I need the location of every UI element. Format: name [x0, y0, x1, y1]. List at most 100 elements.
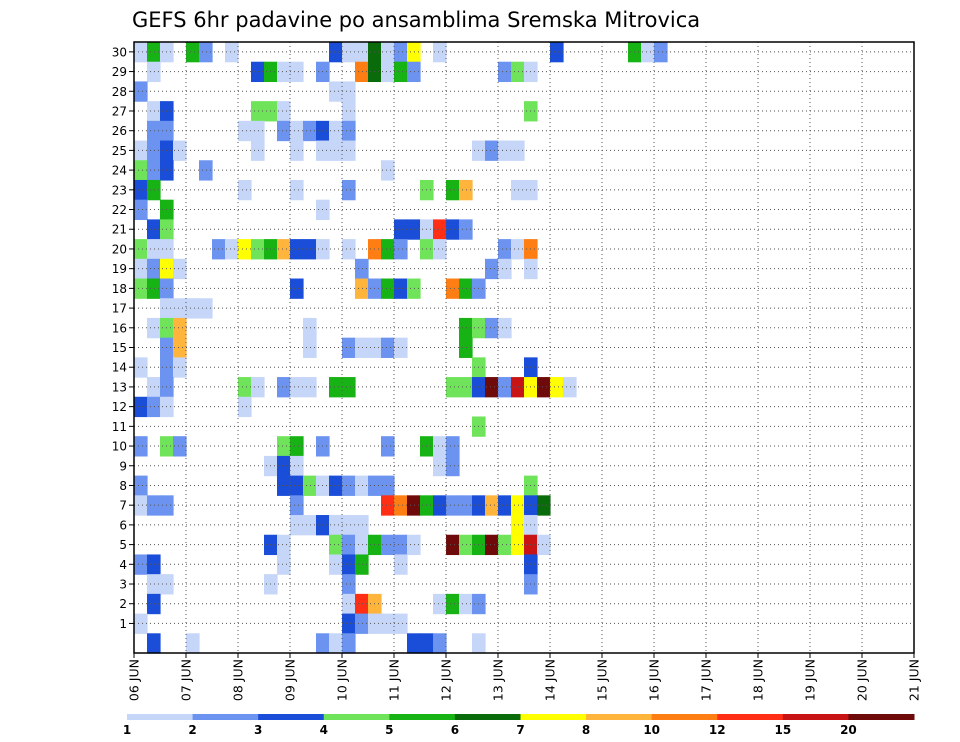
heatmap-cell	[329, 534, 343, 556]
heatmap-cell	[225, 239, 239, 260]
heatmap-cell	[394, 554, 408, 575]
heatmap-cell	[446, 593, 460, 615]
heatmap-cell	[407, 633, 421, 654]
heatmap-cell	[485, 317, 499, 339]
heatmap-cell	[134, 140, 148, 161]
heatmap-cell	[342, 140, 356, 161]
heatmap-cell	[277, 239, 291, 260]
heatmap-cell	[498, 377, 512, 398]
heatmap-cell	[485, 258, 499, 280]
heatmap-cell	[329, 633, 343, 654]
heatmap-cell	[498, 317, 512, 339]
heatmap-cell	[173, 298, 187, 319]
legend-swatch	[586, 714, 653, 720]
x-tick-label: 18 JUN	[751, 659, 766, 701]
heatmap-cell	[342, 534, 356, 556]
y-tick-label: 4	[119, 558, 127, 572]
heatmap-cell	[277, 61, 291, 83]
heatmap-cell	[355, 337, 369, 358]
heatmap-cell	[134, 81, 148, 102]
heatmap-cell	[485, 534, 499, 556]
heatmap-cell	[342, 42, 356, 63]
heatmap-cell	[277, 554, 291, 575]
legend-label: 6	[451, 723, 459, 737]
heatmap-cell	[407, 219, 421, 240]
heatmap-cell	[381, 436, 395, 457]
heatmap-cell	[147, 495, 161, 516]
heatmap-cell	[199, 160, 213, 181]
y-tick-label: 26	[112, 124, 127, 138]
x-tick-label: 14 JUN	[543, 659, 558, 701]
heatmap-cell	[342, 633, 356, 654]
heatmap-cell	[290, 120, 304, 142]
heatmap-cell	[290, 436, 304, 457]
y-tick-label: 24	[112, 164, 127, 178]
legend-label: 7	[516, 723, 524, 737]
heatmap-cell	[329, 120, 343, 142]
heatmap-cell	[199, 42, 213, 63]
heatmap-cell	[134, 613, 148, 634]
heatmap-cell	[329, 377, 343, 398]
heatmap-cell	[511, 495, 525, 516]
y-tick-label: 8	[119, 479, 127, 493]
heatmap-cell	[355, 61, 369, 83]
heatmap-cell	[342, 239, 356, 260]
y-tick-label: 20	[112, 242, 127, 256]
heatmap-cell	[433, 219, 447, 240]
heatmap-cell	[147, 278, 161, 299]
y-tick-label: 14	[112, 361, 127, 375]
heatmap-cell	[459, 377, 473, 398]
heatmap-cell	[511, 239, 525, 260]
legend-swatch	[454, 714, 521, 720]
y-tick-label: 5	[119, 538, 127, 552]
heatmap-cell	[537, 495, 551, 516]
heatmap-cell	[459, 495, 473, 516]
heatmap-cell	[134, 495, 148, 516]
chart-title: GEFS 6hr padavine po ansamblima Sremska …	[132, 8, 700, 32]
heatmap-cell	[342, 101, 356, 122]
heatmap-cell	[147, 120, 161, 142]
heatmap-cell	[433, 455, 447, 477]
heatmap-cell	[394, 337, 408, 358]
y-tick-label: 19	[112, 262, 127, 276]
heatmap-cell	[238, 179, 252, 201]
heatmap-cell	[381, 534, 395, 556]
y-tick-label: 23	[112, 183, 127, 197]
heatmap-cell	[251, 120, 265, 142]
heatmap-cell	[147, 593, 161, 615]
heatmap-cell	[290, 239, 304, 260]
heatmap-cell	[303, 120, 317, 142]
x-tick-label: 21 JUN	[907, 659, 922, 701]
legend-swatch	[127, 714, 194, 720]
heatmap-cell	[381, 42, 395, 63]
heatmap-cell	[147, 317, 161, 339]
heatmap-cell	[498, 534, 512, 556]
heatmap-cell	[238, 120, 252, 142]
heatmap-cell	[511, 61, 525, 83]
heatmap-cell	[173, 436, 187, 457]
heatmap-cell	[251, 377, 265, 398]
heatmap-cell	[433, 239, 447, 260]
legend-swatch	[323, 714, 390, 720]
heatmap-cells	[134, 42, 668, 654]
y-tick-label: 12	[112, 400, 127, 414]
heatmap-cell	[355, 278, 369, 299]
heatmap-cell	[329, 554, 343, 575]
legend-label: 12	[709, 723, 726, 737]
heatmap-cell	[277, 101, 291, 122]
y-tick-label: 28	[112, 85, 127, 99]
y-tick-label: 13	[112, 380, 127, 394]
legend-label: 20	[840, 723, 857, 737]
heatmap-cell	[550, 377, 564, 398]
y-tick-label: 3	[119, 578, 127, 592]
y-tick-label: 16	[112, 321, 127, 335]
legend-label: 1	[123, 723, 131, 737]
heatmap-cell	[134, 554, 148, 575]
heatmap-cell	[329, 515, 343, 536]
x-tick-label: 11 JUN	[387, 659, 402, 701]
heatmap-cell	[433, 42, 447, 63]
heatmap-cell	[329, 475, 343, 496]
heatmap-cell	[277, 534, 291, 556]
heatmap-cell	[199, 298, 213, 319]
legend-swatch	[520, 714, 587, 720]
